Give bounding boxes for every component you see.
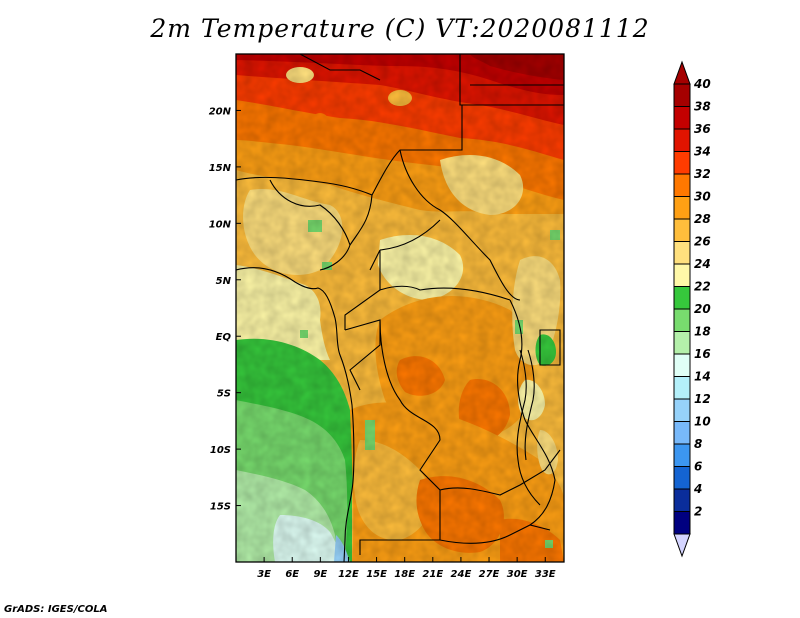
colorbar-label: 12	[694, 392, 711, 406]
colorbar-swatch	[673, 128, 691, 152]
color-legend: 40 38 36 34 32 30 28 26 24 22 20 18 16 14 12 10 8 6 4 2	[673, 60, 711, 558]
colorbar-label: 10	[694, 415, 711, 429]
colorbar-swatch	[673, 398, 691, 422]
plot-title: 2m Temperature (C) VT:2020081112	[150, 14, 650, 43]
colorbar-label: 24	[694, 257, 711, 271]
lon-tick-label: 9E	[313, 569, 327, 580]
colorbar-swatch	[673, 263, 691, 287]
colorbar-label: 40	[693, 77, 711, 91]
colorbar-bottom-arrow	[673, 533, 691, 558]
colorbar-swatch	[673, 511, 691, 535]
lat-tick-label: EQ	[216, 332, 232, 343]
lon-tick-label: 18E	[394, 569, 415, 580]
lat-tick-label: 15N	[209, 163, 232, 174]
colorbar-swatch	[673, 196, 691, 220]
lon-tick-label: 3E	[257, 569, 271, 580]
colorbar-label: 34	[694, 145, 711, 159]
grads-credit: GrADS: IGES/COLA	[4, 604, 108, 615]
colorbar-label: 30	[694, 190, 711, 204]
lon-tick-label: 27E	[479, 569, 500, 580]
colorbar-top-arrow	[673, 60, 691, 85]
colorbar-label: 2	[694, 505, 702, 519]
colorbar-label: 4	[693, 482, 702, 496]
colorbar-swatch	[673, 83, 691, 107]
colorbar-label: 36	[694, 122, 711, 136]
lat-tick-label: 5N	[216, 276, 232, 287]
temperature-field	[236, 54, 564, 562]
colorbar-swatch	[673, 218, 691, 242]
colorbar-label: 18	[694, 325, 711, 339]
colorbar-swatch	[673, 151, 691, 175]
lat-tick-label: 15S	[210, 502, 231, 513]
latitude-axis: 20N 15N 10N 5N EQ 5S 10S 15S	[209, 106, 241, 513]
lat-tick-label: 5S	[217, 389, 231, 400]
lon-tick-label: 30E	[507, 569, 528, 580]
colorbar-swatch	[673, 308, 691, 332]
lat-tick-label: 10N	[209, 219, 232, 230]
colorbar-swatch	[673, 353, 691, 377]
colorbar-label: 16	[694, 347, 711, 361]
lon-tick-label: 21E	[422, 569, 443, 580]
country-borders	[236, 54, 564, 562]
colorbar-label: 28	[694, 212, 711, 226]
colorbar-swatch	[673, 331, 691, 355]
colorbar-label: 20	[694, 302, 711, 316]
colorbar-swatch	[673, 286, 691, 310]
colorbar-swatch	[673, 376, 691, 400]
colorbar-label: 22	[694, 280, 711, 294]
colorbar-swatch	[673, 421, 691, 445]
colorbar-swatch	[673, 173, 691, 197]
colorbar-swatch	[673, 106, 691, 130]
map-frame	[235, 53, 565, 563]
lat-tick-label: 10S	[210, 445, 231, 456]
colorbar-label: 8	[694, 437, 702, 451]
colorbar-label: 6	[694, 460, 702, 474]
colorbar-label: 14	[694, 370, 711, 384]
lon-tick-label: 15E	[366, 569, 387, 580]
lon-tick-label: 33E	[535, 569, 556, 580]
lon-tick-label: 12E	[338, 569, 359, 580]
colorbar-swatch	[673, 488, 691, 512]
colorbar-label: 38	[694, 100, 711, 114]
colorbar-swatch	[673, 443, 691, 467]
colorbar-label: 26	[694, 235, 711, 249]
colorbar-swatch	[673, 241, 691, 265]
colorbar-swatch	[673, 466, 691, 490]
colorbar-label: 32	[694, 167, 711, 181]
lon-tick-label: 6E	[285, 569, 299, 580]
lon-tick-label: 24E	[451, 569, 472, 580]
lat-tick-label: 20N	[209, 106, 232, 117]
longitude-axis: 3E 6E 9E 12E 15E 18E 21E 24E 27E 30E 33E	[257, 557, 556, 580]
